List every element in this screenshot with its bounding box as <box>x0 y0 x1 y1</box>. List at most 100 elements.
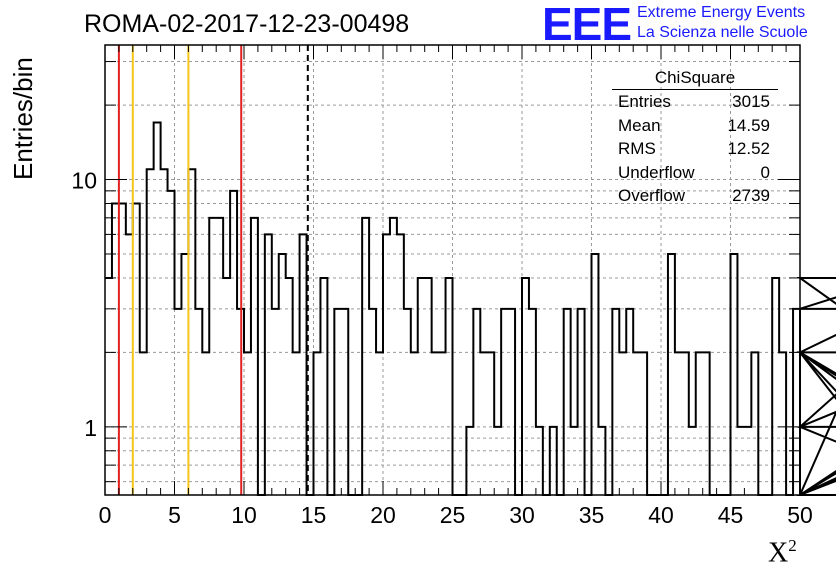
x-tick-label: 25 <box>440 502 466 528</box>
stats-title: ChiSquare <box>612 68 778 90</box>
stats-value: 0 <box>760 162 770 182</box>
histogram-bin <box>383 234 390 495</box>
histogram-bin <box>522 278 529 495</box>
stats-label: Entries <box>618 92 671 111</box>
histogram-bin <box>293 352 300 495</box>
histogram-bin <box>480 352 487 495</box>
histogram-bin <box>696 352 703 495</box>
histogram-bin <box>432 352 439 495</box>
histogram-bin <box>473 309 480 495</box>
histogram-bin <box>675 352 682 495</box>
histogram-bin <box>279 254 286 495</box>
histogram-bin <box>536 427 543 495</box>
histogram-bin <box>439 352 446 495</box>
stats-label: Underflow <box>618 162 695 182</box>
histogram-bin <box>633 352 640 495</box>
histogram-bin <box>126 234 133 495</box>
histogram-bin <box>598 427 605 495</box>
histogram-bin <box>626 309 633 495</box>
eee-logo-text: Extreme Energy Events La Scienza nelle S… <box>637 3 808 43</box>
histogram-bin <box>682 352 689 495</box>
x-tick-label: 45 <box>718 502 744 528</box>
histogram-bin <box>494 427 501 495</box>
histogram-bin <box>216 218 223 495</box>
y-tick-label: 1 <box>84 415 97 441</box>
histogram-bin <box>578 309 585 495</box>
stats-row: Mean 14.59 <box>612 116 778 140</box>
histogram-bin <box>168 191 175 495</box>
histogram-bin <box>362 218 369 495</box>
x-tick-label: 35 <box>579 502 605 528</box>
histogram-bin <box>737 427 744 495</box>
eee-logo: EEE <box>542 0 632 50</box>
histogram-bin <box>612 309 619 495</box>
x-tick-label: 20 <box>370 502 396 528</box>
histogram-bin <box>772 278 779 495</box>
histogram-bin <box>703 352 710 495</box>
y-tick-label: 10 <box>71 168 97 194</box>
histogram-bin <box>751 352 758 495</box>
histogram-bin <box>334 309 341 495</box>
tick-labels: 0 5 10 15 20 25 30 35 40 45 50 1 10 <box>71 168 812 528</box>
histogram-bin <box>119 204 126 495</box>
histogram-bin <box>140 352 147 495</box>
histogram-bin <box>397 234 404 495</box>
stats-value: 14.59 <box>727 115 770 135</box>
histogram-bin <box>161 169 168 495</box>
histogram-bin <box>272 309 279 495</box>
histogram-bin <box>369 309 376 495</box>
histogram-bin <box>529 309 536 495</box>
histogram-bin <box>446 278 453 495</box>
reference-lines <box>117 45 309 495</box>
histogram-bin <box>501 309 508 495</box>
histogram-bin <box>133 204 140 495</box>
histogram-bin <box>571 427 578 495</box>
tick-marks <box>104 45 801 495</box>
stats-row: RMS 12.52 <box>612 139 778 163</box>
histogram-bin <box>251 218 258 495</box>
stats-row: Overflow 2739 <box>612 186 778 210</box>
histogram-bin <box>564 309 571 495</box>
y-axis-label: Entries/bin <box>8 57 38 180</box>
x-tick-label: 15 <box>301 502 327 528</box>
histogram-bin <box>244 352 251 495</box>
logo-line-1: Extreme Energy Events <box>637 4 806 21</box>
x-tick-label: 30 <box>509 502 535 528</box>
histogram-bin <box>411 352 418 495</box>
histogram-bin <box>668 254 675 495</box>
histogram-bin <box>320 278 327 495</box>
histogram-bin <box>508 309 515 495</box>
histogram-bin <box>265 234 272 495</box>
histogram-bin <box>223 278 230 495</box>
histogram-outline <box>105 121 836 496</box>
histogram-bin <box>195 309 202 495</box>
histogram-bin <box>731 254 738 495</box>
histogram-bin <box>376 352 383 495</box>
histogram-bin <box>154 123 161 495</box>
histogram-bin <box>779 352 786 495</box>
histogram-bin <box>487 352 494 495</box>
histogram-bin <box>286 278 293 495</box>
histogram-bin <box>105 278 112 495</box>
histogram-bin <box>181 254 188 495</box>
histogram-bin <box>619 352 626 495</box>
stats-row: Underflow 0 <box>612 163 778 187</box>
histogram-bin <box>418 278 425 495</box>
histogram-bin <box>202 352 209 495</box>
histogram-bin <box>404 309 411 495</box>
logo-line-2: La Scienza nelle Scuole <box>637 24 808 41</box>
histogram-bin <box>592 254 599 495</box>
histogram-bin <box>390 218 397 495</box>
histogram-bin <box>550 427 557 495</box>
histogram-bin <box>744 427 751 495</box>
histogram-bin <box>188 169 195 495</box>
x-tick-label: 0 <box>99 502 112 528</box>
x-tick-label: 40 <box>648 502 674 528</box>
stats-label: Overflow <box>618 186 686 205</box>
histogram-bin <box>314 352 321 495</box>
stats-value: 2739 <box>732 186 770 205</box>
x-tick-label: 50 <box>787 502 813 528</box>
histogram-bin <box>793 309 800 495</box>
histogram-bin <box>230 191 237 495</box>
